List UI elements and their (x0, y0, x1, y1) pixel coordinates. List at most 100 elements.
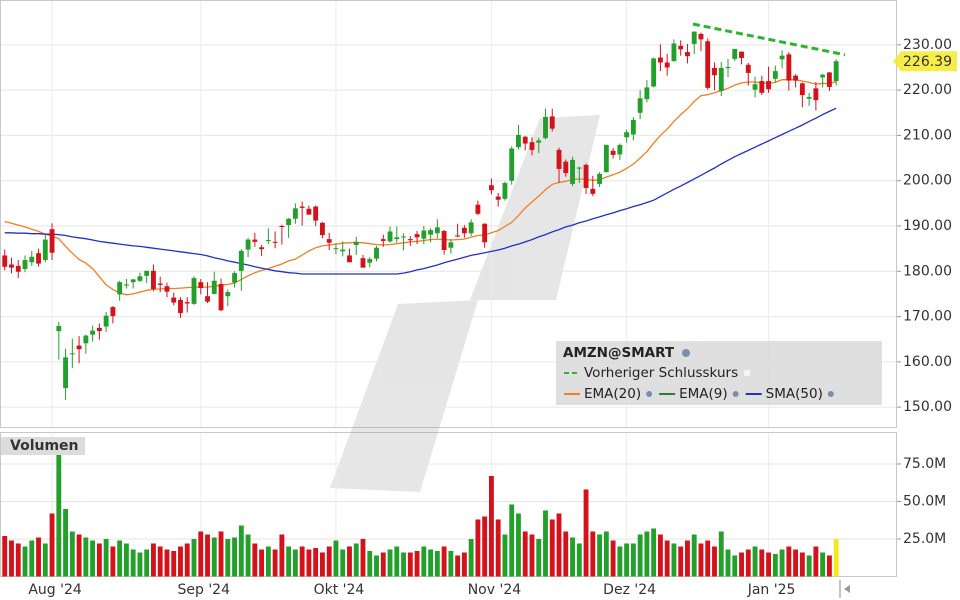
volume-bar (698, 543, 704, 577)
candle-body (739, 51, 744, 58)
candle-body (563, 161, 569, 174)
candle-body (799, 83, 805, 96)
volume-bar (617, 546, 623, 577)
candle-body (22, 259, 28, 270)
candle-body (178, 299, 183, 313)
candle-body (414, 234, 420, 238)
candle-body (279, 226, 285, 228)
candle-body (617, 144, 623, 155)
candle-body (15, 265, 21, 272)
volume-title-bg (1, 437, 85, 455)
candle-body (252, 239, 258, 242)
volume-bar (448, 550, 454, 577)
volume-bar (205, 534, 210, 577)
candle-body (712, 67, 717, 76)
candle-body (502, 182, 508, 199)
candle-body (245, 239, 251, 250)
indicator-line (4, 107, 837, 275)
candle-body (367, 259, 373, 263)
volume-bar (833, 538, 839, 577)
candle-body (265, 240, 271, 242)
candle-body (340, 249, 346, 252)
volume-bar (495, 519, 501, 577)
candle-body (461, 227, 467, 234)
x-tick-label: Dez '24 (603, 582, 656, 598)
volume-bar (644, 531, 650, 577)
volume-bar (76, 534, 82, 577)
candle-body (793, 75, 799, 81)
volume-bar (529, 534, 535, 577)
y-tick-label: 170.00 (903, 309, 952, 325)
volume-bar (83, 537, 89, 577)
volume-bar (130, 549, 136, 577)
volume-bar (745, 549, 751, 577)
volume-bar (347, 546, 352, 577)
volume-bar (232, 537, 237, 577)
candle-body (630, 120, 636, 135)
volume-bar (759, 549, 765, 577)
candle-body (387, 231, 393, 242)
candle-body (144, 270, 150, 276)
volume-bar (360, 538, 366, 577)
candle-body (644, 87, 650, 100)
volume-bar (563, 531, 569, 577)
candle-body (299, 206, 305, 208)
candle-body (326, 239, 332, 243)
volume-bar (516, 513, 521, 577)
volume-bar (103, 538, 109, 577)
volume-bar (279, 534, 285, 577)
volume-bar (725, 549, 731, 577)
volume-bar (90, 540, 96, 577)
candle-body (813, 88, 819, 101)
candle-body (624, 132, 630, 138)
volume-bar (198, 531, 204, 577)
volume-bar (813, 546, 819, 577)
candle-body (475, 204, 481, 214)
candle-body (495, 196, 501, 200)
volume-bar (772, 553, 778, 577)
volume-bar (117, 540, 123, 577)
candle-body (259, 247, 265, 250)
candle-body (468, 222, 474, 234)
candle-body (56, 326, 62, 332)
candle-body (705, 41, 711, 88)
candle-body (42, 239, 48, 260)
candle-body (603, 144, 609, 173)
volume-bar (333, 540, 339, 577)
scroll-icon (844, 585, 850, 593)
legend: AMZN@SMART Vorheriger Schlusskurs EMA(20)… (556, 341, 882, 405)
candle-body (772, 71, 778, 79)
volume-bar (380, 552, 386, 577)
volume-bar (779, 549, 785, 577)
candle-body (137, 276, 143, 281)
candle-body (583, 164, 589, 188)
candle-body (225, 292, 231, 297)
volume-bar (441, 546, 447, 577)
last-price-box (893, 51, 957, 72)
volume-bar (164, 549, 170, 577)
legend-icon (732, 391, 739, 397)
candle-body (347, 255, 352, 263)
candle-body (664, 62, 670, 68)
volume-bar (482, 516, 488, 577)
volume-bar (407, 552, 413, 577)
volume-bar (144, 549, 150, 577)
volume-tick-label: 50.0M (903, 493, 946, 509)
x-tick-label: Sep '24 (178, 582, 231, 598)
candle-body (36, 253, 41, 264)
candle-body (171, 297, 177, 303)
candle-body (333, 248, 339, 250)
volume-bar (319, 552, 325, 577)
volume-bar (712, 546, 717, 577)
candle-body (205, 296, 210, 302)
candle-body (745, 64, 751, 73)
volume-bar (151, 543, 156, 577)
candle-body (130, 279, 136, 283)
y-tick-label: 210.00 (903, 127, 952, 143)
legend-label: Vorheriger Schlusskurs (584, 365, 738, 381)
volume-bar (556, 513, 562, 577)
volume-bar (799, 552, 805, 577)
candle-body (292, 208, 298, 219)
